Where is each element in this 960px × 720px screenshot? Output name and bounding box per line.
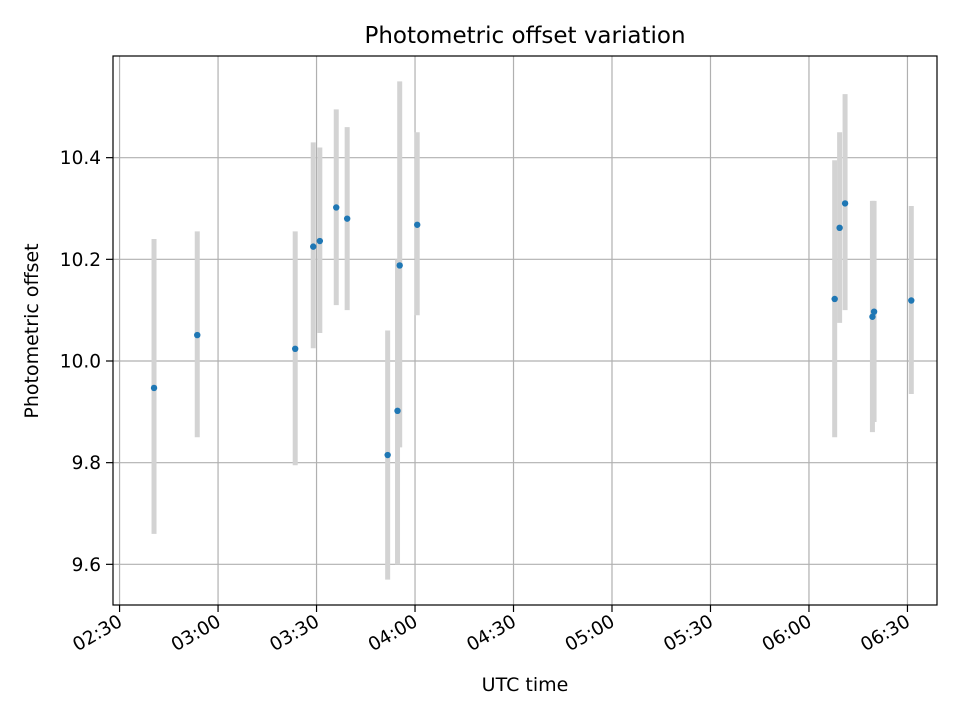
plot-frame (112, 55, 938, 606)
data-point (343, 215, 351, 222)
x-axis-ticks: 02:30 03:00 03:30 04:00 04:30 05:00 05:30 06:00… (69, 605, 914, 656)
data-point (310, 243, 317, 250)
x-tick-label: 05:00 (562, 611, 619, 656)
y-tick-label: 10.0 (60, 352, 101, 373)
y-tick-label: 10.4 (60, 148, 101, 169)
data-point (194, 331, 201, 339)
data-point (414, 221, 421, 228)
chart-title: Photometric offset variation (364, 23, 685, 49)
y-axis-label: Photometric offset (21, 243, 43, 418)
y-tick-label: 10.2 (60, 250, 101, 271)
data-point (831, 295, 838, 303)
data-point (316, 237, 324, 245)
data-point (836, 224, 843, 232)
y-tick-label: 9.6 (72, 555, 101, 576)
x-tick-label: 03:00 (168, 611, 225, 656)
data-points (150, 200, 915, 459)
x-tick-label: 03:30 (266, 611, 323, 656)
y-tick-label: 9.8 (72, 453, 101, 474)
x-tick-label: 04:00 (365, 611, 422, 656)
x-tick-label: 05:30 (660, 611, 717, 656)
data-point (908, 297, 915, 304)
data-point (333, 204, 340, 211)
data-point (870, 308, 878, 315)
x-tick-label: 06:00 (759, 611, 816, 656)
x-tick-label: 04:30 (463, 611, 520, 656)
data-point (869, 313, 876, 320)
data-point (396, 262, 403, 269)
x-axis-label: UTC time (482, 674, 569, 696)
x-tick-label: 06:30 (857, 611, 914, 656)
data-point (841, 200, 849, 207)
error-bars (151, 81, 914, 580)
data-point (291, 345, 299, 352)
x-tick-label: 02:30 (69, 611, 126, 656)
data-point (150, 384, 158, 392)
y-axis-ticks: 9.6 9.8 10.0 10.2 10.4 (60, 148, 113, 576)
data-point (384, 451, 391, 459)
data-point (394, 407, 401, 415)
grid-lines (113, 56, 937, 605)
